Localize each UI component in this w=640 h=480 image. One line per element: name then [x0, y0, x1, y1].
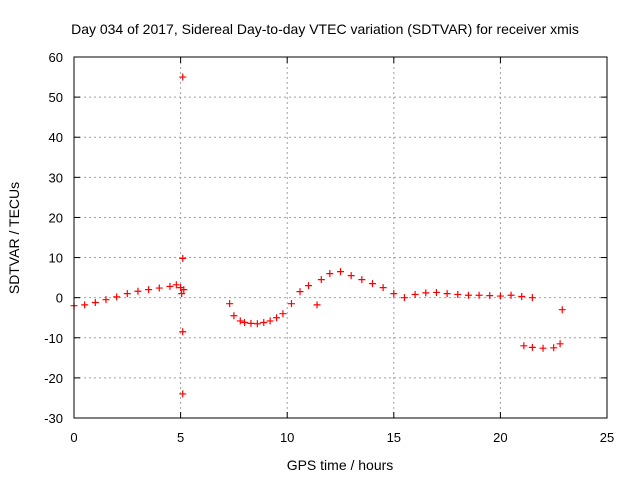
data-point [102, 296, 110, 304]
data-point [247, 319, 255, 327]
plot-area-frame [73, 56, 608, 419]
data-point [273, 314, 281, 322]
data-point [81, 301, 89, 309]
y-tick-label: 10 [49, 251, 63, 266]
data-point [520, 342, 528, 350]
data-point [390, 290, 398, 298]
y-tick-label: -20 [44, 371, 63, 386]
data-point [317, 276, 325, 284]
y-tick-label: -30 [44, 411, 63, 426]
data-point [368, 280, 376, 288]
axis-ticks: 0 5 10 15 20 25 -30 -20 -10 0 10 20 30 40 50 60 [44, 50, 614, 445]
grid [74, 57, 607, 418]
data-point [486, 292, 494, 300]
x-tick-label: 10 [280, 430, 294, 445]
data-point [296, 288, 304, 296]
data-point [179, 328, 187, 336]
data-point [379, 284, 387, 292]
data-point [226, 300, 234, 308]
data-point [550, 344, 558, 352]
data-point [454, 290, 462, 298]
data-point [236, 317, 244, 325]
data-point [528, 343, 536, 351]
chart-title: Day 034 of 2017, Sidereal Day-to-day VTE… [71, 21, 579, 37]
x-axis-label: GPS time / hours [287, 457, 394, 473]
y-tick-label: 60 [49, 50, 63, 65]
data-point [253, 320, 261, 328]
x-tick-label: 25 [600, 430, 614, 445]
data-point [166, 282, 174, 290]
data-point [400, 294, 408, 302]
data-point [179, 254, 187, 262]
data-point [539, 344, 547, 352]
data-point [230, 312, 238, 320]
y-tick-label: 0 [56, 291, 63, 306]
data-point [179, 390, 187, 398]
x-tick-label: 15 [387, 430, 401, 445]
data-point [326, 270, 334, 278]
y-tick-label: 30 [49, 170, 63, 185]
data-point [241, 319, 249, 327]
data-point [113, 293, 121, 301]
data-point [337, 268, 344, 276]
data-point [155, 284, 163, 292]
x-tick-label: 20 [493, 430, 507, 445]
data-point [134, 287, 142, 295]
data-point [558, 306, 566, 314]
x-tick-label: 0 [70, 430, 77, 445]
data-point [464, 291, 472, 299]
data-point [91, 298, 99, 306]
data-point [123, 290, 131, 298]
data-point [145, 286, 153, 294]
data-point [172, 281, 180, 289]
data-point [432, 288, 440, 296]
data-point [518, 292, 526, 300]
y-tick-label: 40 [49, 130, 63, 145]
data-point [496, 292, 504, 300]
data-point [422, 289, 430, 297]
data-point [475, 291, 483, 299]
data-point [347, 272, 355, 280]
data-point [528, 294, 536, 302]
data-point [179, 73, 187, 81]
data-point [556, 340, 564, 348]
data-point [260, 319, 268, 327]
data-point [287, 300, 295, 308]
data-point [279, 310, 287, 318]
x-tick-label: 5 [177, 430, 184, 445]
data-point [411, 290, 419, 298]
data-point [305, 282, 313, 290]
data-point [180, 286, 188, 294]
data-point [178, 290, 186, 298]
data-point [507, 291, 515, 299]
data-point [313, 301, 321, 309]
data-point [358, 276, 366, 284]
data-point [266, 317, 274, 325]
y-tick-label: 20 [49, 210, 63, 225]
y-axis-label: SDTVAR / TECUs [6, 182, 22, 294]
y-tick-label: 50 [49, 90, 63, 105]
data-series [70, 73, 566, 398]
data-point [443, 290, 451, 298]
y-tick-label: -10 [44, 331, 63, 346]
